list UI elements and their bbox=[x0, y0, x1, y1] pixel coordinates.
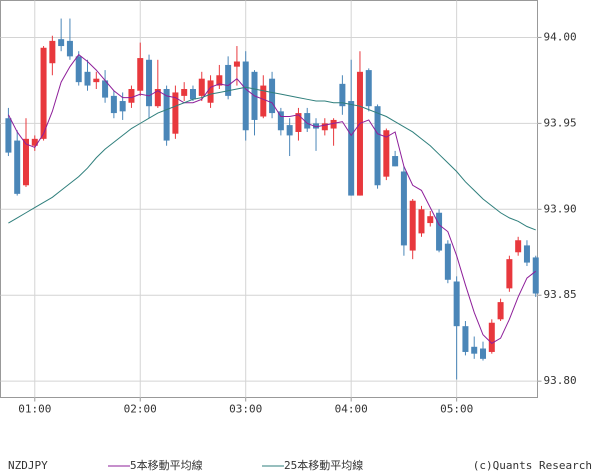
candle-body bbox=[427, 216, 434, 224]
candle-body bbox=[471, 346, 478, 354]
candle-body bbox=[400, 171, 407, 246]
y-tick-label: 93.85 bbox=[544, 288, 577, 301]
candle-body bbox=[181, 89, 188, 96]
candle-body bbox=[198, 78, 205, 96]
candle-body bbox=[31, 138, 38, 146]
candle-body bbox=[418, 209, 425, 234]
y-tick-label: 93.90 bbox=[544, 202, 577, 215]
candle-body bbox=[102, 80, 109, 98]
candle-body bbox=[225, 64, 232, 96]
legend-label: 25本移動平均線 bbox=[284, 458, 363, 472]
candle-body bbox=[330, 119, 337, 129]
moving-average-line bbox=[7, 53, 537, 344]
candle-body bbox=[22, 138, 29, 186]
candle-body bbox=[172, 92, 179, 134]
candle-body bbox=[14, 140, 21, 194]
candle-body bbox=[5, 118, 12, 153]
candle-body bbox=[75, 56, 82, 83]
candle-body bbox=[128, 89, 135, 103]
candle-body bbox=[119, 101, 126, 112]
candle-body bbox=[110, 95, 117, 114]
candle-body bbox=[409, 200, 416, 251]
x-tick-label: 01:00 bbox=[18, 403, 51, 416]
candle-body bbox=[453, 281, 460, 327]
candle-body bbox=[207, 80, 214, 103]
moving-average-line bbox=[8, 86, 536, 231]
candle-body bbox=[374, 106, 381, 186]
candle-body bbox=[269, 78, 276, 114]
candle-body bbox=[137, 58, 144, 91]
candle-body bbox=[58, 39, 65, 47]
candle-body bbox=[321, 123, 328, 131]
legend-label: 5本移動平均線 bbox=[130, 458, 203, 472]
candle-body bbox=[295, 113, 302, 132]
candle-body bbox=[523, 245, 530, 263]
candle-body bbox=[66, 40, 73, 57]
candle-body bbox=[286, 125, 293, 136]
candle-body bbox=[348, 101, 355, 196]
candle-body bbox=[497, 302, 504, 320]
candle-body bbox=[339, 83, 346, 107]
candle-body bbox=[356, 71, 363, 196]
candle-body bbox=[462, 326, 469, 352]
y-tick-label: 93.95 bbox=[544, 116, 577, 129]
candle-body bbox=[515, 240, 522, 253]
candle-body bbox=[93, 78, 100, 83]
plot-area bbox=[0, 0, 538, 398]
x-tick-label: 02:00 bbox=[124, 403, 157, 416]
candle-body bbox=[304, 113, 311, 129]
candle-body bbox=[277, 111, 284, 131]
candle-body bbox=[216, 75, 223, 86]
copyright: (c)Quants Research bbox=[473, 459, 592, 472]
candle-body bbox=[260, 85, 267, 117]
candle-body bbox=[242, 61, 249, 131]
y-tick-label: 94.00 bbox=[544, 30, 577, 43]
candle-body bbox=[154, 89, 161, 107]
x-tick-label: 03:00 bbox=[229, 403, 262, 416]
candle-body bbox=[506, 259, 513, 289]
x-tick-label: 05:00 bbox=[440, 403, 473, 416]
y-tick-label: 93.80 bbox=[544, 374, 577, 387]
candle-body bbox=[436, 212, 443, 251]
candle-body bbox=[163, 89, 170, 141]
x-tick-label: 04:00 bbox=[335, 403, 368, 416]
candle-body bbox=[392, 156, 399, 167]
candle-body bbox=[488, 322, 495, 352]
candle-body bbox=[146, 59, 153, 107]
candle-body bbox=[84, 71, 91, 86]
candle-body bbox=[313, 123, 320, 129]
symbol-label: NZDJPY bbox=[8, 459, 48, 472]
candle-body bbox=[49, 40, 56, 64]
candle-body bbox=[383, 130, 390, 177]
candle-body bbox=[532, 257, 539, 294]
candle-body bbox=[480, 348, 487, 359]
candle-body bbox=[233, 61, 240, 67]
candle-body bbox=[189, 89, 196, 100]
candle-body bbox=[40, 47, 47, 139]
candle-body bbox=[365, 70, 372, 107]
candle-body bbox=[444, 243, 451, 280]
